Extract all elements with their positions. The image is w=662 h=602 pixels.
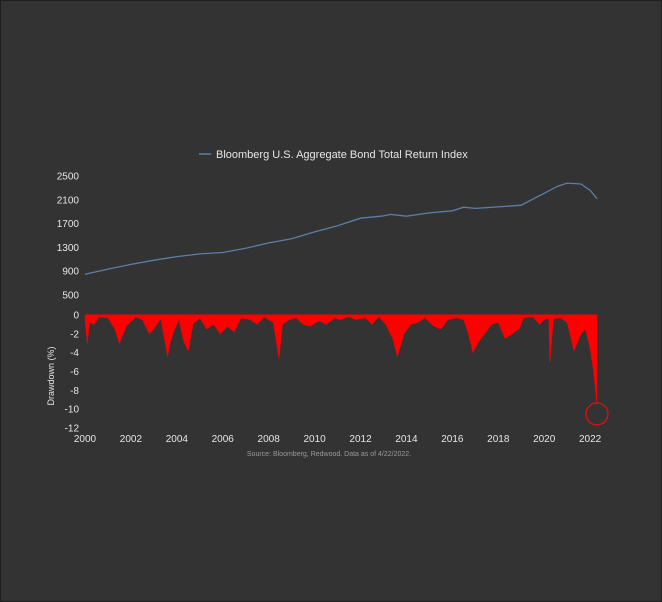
top-y-tick-label: 500 (62, 291, 79, 302)
legend-label: Bloomberg U.S. Aggregate Bond Total Retu… (216, 149, 468, 161)
top-y-tick-label: 2100 (57, 195, 80, 206)
top-y-axis: 2500 2100 1700 1300 900 500 (57, 172, 80, 302)
x-tick-label: 2000 (74, 434, 97, 445)
x-tick-label: 2012 (349, 434, 372, 445)
drawdown-axis-label: Drawdown (%) (46, 346, 56, 405)
bottom-y-tick-label: 0 (73, 311, 79, 322)
x-tick-label: 2006 (212, 434, 235, 445)
bottom-y-axis: 0 -2 -4 -6 -8 -10 -12 (65, 311, 80, 435)
x-tick-label: 2010 (303, 434, 326, 445)
bottom-y-tick-label: -6 (70, 367, 79, 378)
x-tick-label: 2014 (395, 434, 418, 445)
x-tick-label: 2016 (441, 434, 464, 445)
top-y-tick-label: 2500 (57, 172, 80, 183)
x-tick-label: 2022 (579, 434, 602, 445)
x-tick-label: 2020 (533, 434, 556, 445)
top-y-tick-label: 1700 (57, 219, 80, 230)
bottom-y-tick-label: -4 (70, 348, 79, 359)
x-tick-label: 2002 (120, 434, 143, 445)
bond-index-line (84, 182, 598, 275)
x-tick-label: 2004 (166, 434, 189, 445)
bottom-y-tick-label: -10 (65, 405, 80, 416)
x-tick-label: 2018 (487, 434, 510, 445)
x-axis: 2000 2002 2004 2006 2008 2010 2012 2014 2016 2018… (74, 434, 602, 445)
drawdown-plot (84, 314, 609, 426)
x-tick-label: 2008 (258, 434, 281, 445)
top-plot (84, 182, 598, 275)
legend: Bloomberg U.S. Aggregate Bond Total Retu… (199, 149, 468, 161)
bottom-y-tick-label: -12 (65, 424, 80, 435)
top-y-tick-label: 900 (62, 267, 79, 278)
top-y-tick-label: 1300 (57, 243, 80, 254)
bottom-y-tick-label: -8 (70, 386, 79, 397)
source-note: Source: Bloomberg, Redwood. Data as of 4… (247, 451, 411, 458)
highlight-circle (585, 402, 609, 426)
drawdown-area (84, 314, 598, 405)
bottom-y-tick-label: -2 (70, 329, 79, 340)
